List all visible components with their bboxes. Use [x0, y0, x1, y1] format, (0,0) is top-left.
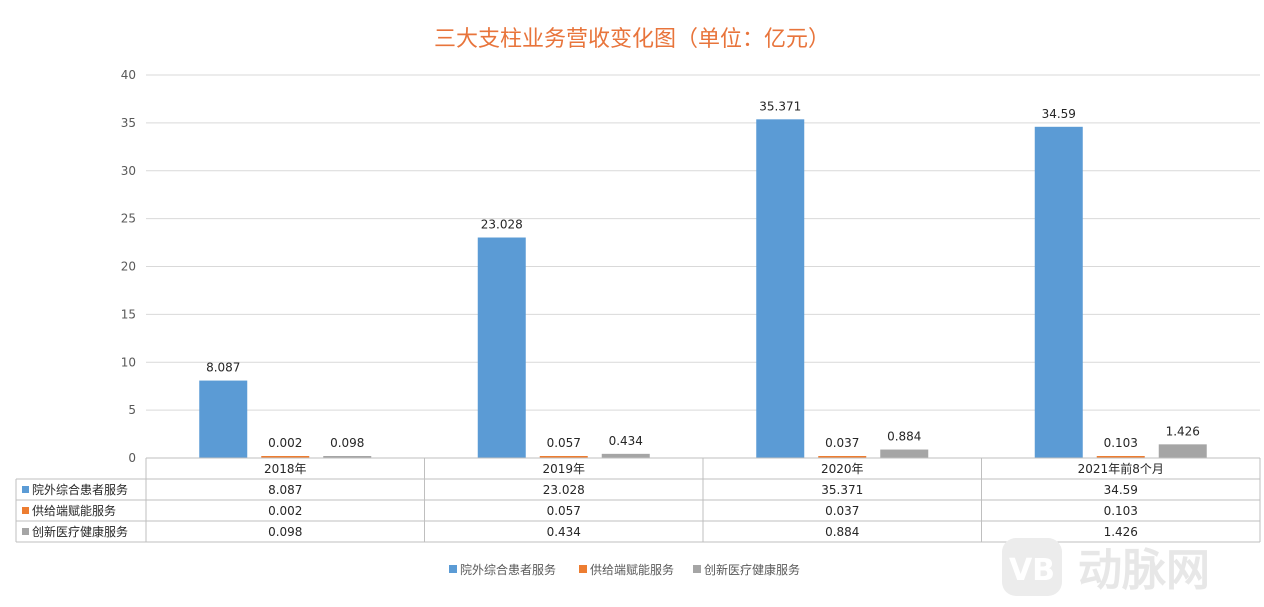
y-tick-label: 5: [128, 403, 136, 417]
table-cell: 8.087: [268, 483, 302, 497]
legend-key: [579, 565, 587, 573]
y-tick-label: 35: [121, 116, 136, 130]
data-label: 0.057: [547, 436, 581, 450]
bar: [1034, 126, 1083, 458]
table-header-cell: 2019年: [542, 462, 585, 476]
y-tick-label: 25: [121, 212, 136, 226]
data-label: 8.087: [206, 361, 240, 375]
table-cell: 0.057: [547, 504, 581, 518]
bar: [539, 456, 588, 458]
table-row-name: 院外综合患者服务: [32, 482, 128, 497]
table-legend-key: [22, 528, 29, 535]
table-row-name: 创新医疗健康服务: [32, 524, 128, 539]
bar: [1096, 456, 1145, 458]
table-cell: 23.028: [543, 483, 585, 497]
y-tick-label: 10: [121, 355, 136, 369]
data-label: 0.002: [268, 436, 302, 450]
table-cell: 0.098: [268, 525, 302, 539]
table-cell: 0.103: [1104, 504, 1138, 518]
table-header-cell: 2018年: [264, 462, 307, 476]
data-label: 35.371: [759, 99, 801, 113]
chart-title: 三大支柱业务营收变化图（单位：亿元）: [434, 27, 830, 52]
bar: [323, 456, 372, 458]
data-label: 0.103: [1104, 436, 1138, 450]
data-label: 0.884: [887, 430, 921, 444]
table-legend-key: [22, 486, 29, 493]
table-header-cell: 2021年前8个月: [1078, 461, 1164, 476]
gridlines: [146, 74, 1260, 459]
watermark-logo-icon: [1002, 538, 1062, 596]
legend-label: 供给端赋能服务: [590, 562, 674, 577]
bar: [818, 456, 867, 458]
y-tick-label: 0: [128, 451, 136, 465]
table-legend-key: [22, 507, 29, 514]
table-row-name: 供给端赋能服务: [32, 503, 116, 518]
data-label: 34.59: [1042, 107, 1076, 121]
legend-key: [449, 565, 457, 573]
bar: [261, 456, 310, 458]
watermark: VB 动脉网: [1002, 538, 1210, 596]
legend-label: 创新医疗健康服务: [704, 562, 800, 577]
table-cell: 1.426: [1104, 525, 1138, 539]
table-cell: 0.434: [547, 525, 581, 539]
table-cell: 35.371: [821, 483, 863, 497]
data-label: 1.426: [1166, 424, 1200, 438]
bar: [477, 237, 526, 458]
table-cell: 34.59: [1104, 483, 1138, 497]
data-label: 0.098: [330, 436, 364, 450]
y-tick-label: 15: [121, 307, 136, 321]
data-label: 23.028: [481, 218, 523, 232]
table-cell: 0.037: [825, 504, 859, 518]
y-tick-label: 30: [121, 164, 136, 178]
bars: [199, 119, 1207, 458]
y-axis: 0 5 10 15 20 25 30 35 40: [121, 68, 136, 465]
watermark-logo-letters: VB: [1009, 553, 1055, 588]
table-cell: 0.884: [825, 525, 859, 539]
bar: [1158, 444, 1207, 458]
legend-key: [693, 565, 701, 573]
bar: [601, 453, 650, 458]
bar: [756, 119, 805, 458]
bar: [880, 449, 929, 458]
legend: 院外综合患者服务 供给端赋能服务 创新医疗健康服务: [449, 562, 800, 577]
data-label: 0.434: [609, 434, 643, 448]
table-cell: 0.002: [268, 504, 302, 518]
legend-label: 院外综合患者服务: [460, 562, 556, 577]
watermark-text: 动脉网: [1078, 545, 1210, 596]
data-label: 0.037: [825, 436, 859, 450]
table-header-cell: 2020年: [821, 462, 864, 476]
y-tick-label: 20: [121, 260, 136, 274]
y-tick-label: 40: [121, 68, 136, 82]
data-labels: 8.087 0.002 0.098 23.028 0.057 0.434 35.371 0.0…: [206, 99, 1200, 450]
bar: [199, 380, 248, 458]
